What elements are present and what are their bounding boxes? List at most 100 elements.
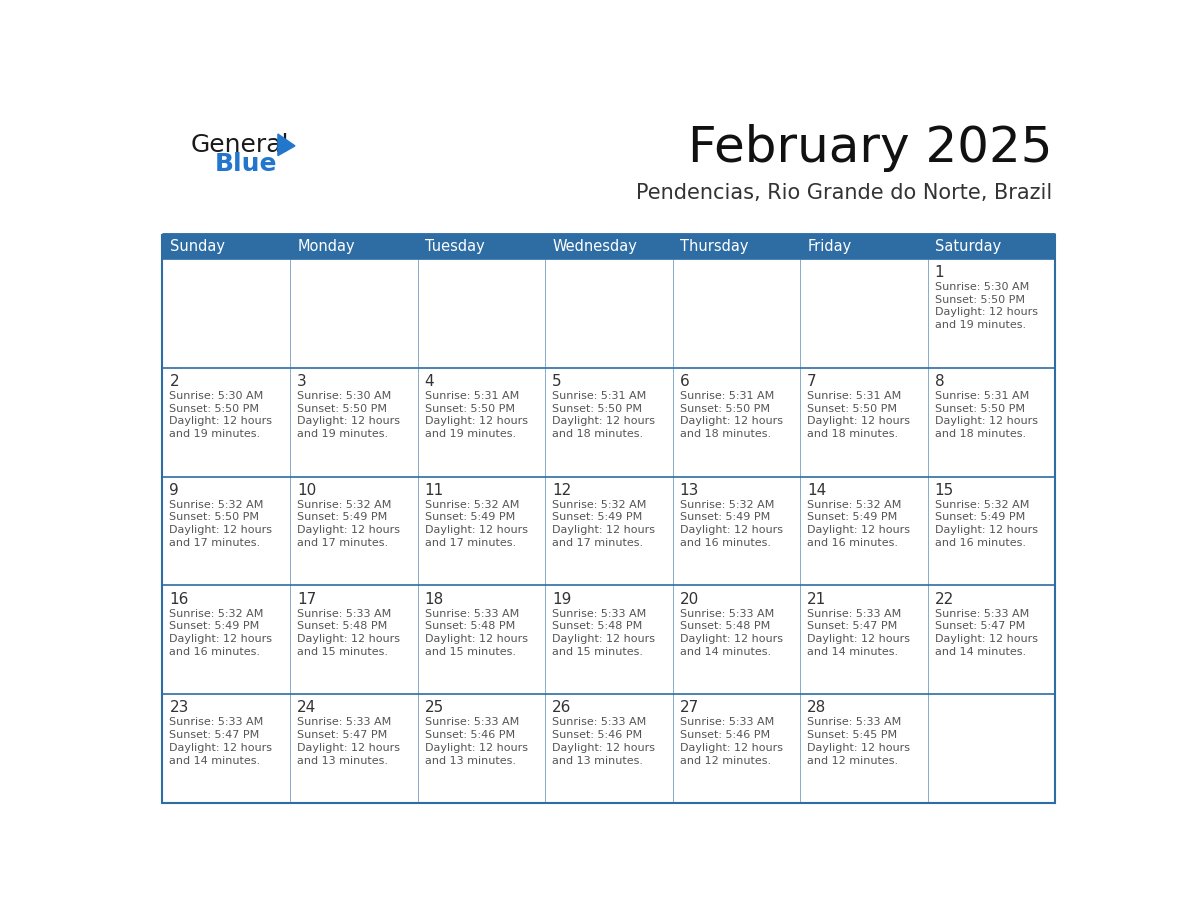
Bar xyxy=(290,586,417,694)
Text: Sunrise: 5:31 AM
Sunset: 5:50 PM
Daylight: 12 hours
and 18 minutes.: Sunrise: 5:31 AM Sunset: 5:50 PM Dayligh… xyxy=(935,391,1037,439)
Bar xyxy=(290,235,417,259)
Text: Sunrise: 5:30 AM
Sunset: 5:50 PM
Daylight: 12 hours
and 19 minutes.: Sunrise: 5:30 AM Sunset: 5:50 PM Dayligh… xyxy=(935,282,1037,330)
Text: 5: 5 xyxy=(552,374,562,389)
Text: 22: 22 xyxy=(935,591,954,607)
Text: 20: 20 xyxy=(680,591,699,607)
Text: Sunrise: 5:33 AM
Sunset: 5:48 PM
Daylight: 12 hours
and 15 minutes.: Sunrise: 5:33 AM Sunset: 5:48 PM Dayligh… xyxy=(424,609,527,657)
Text: Thursday: Thursday xyxy=(681,240,748,254)
Text: 17: 17 xyxy=(297,591,316,607)
Bar xyxy=(545,367,672,476)
Text: 15: 15 xyxy=(935,483,954,498)
Bar xyxy=(672,694,801,803)
Bar xyxy=(801,476,928,586)
Text: 16: 16 xyxy=(170,591,189,607)
Text: 23: 23 xyxy=(170,700,189,715)
Bar xyxy=(801,586,928,694)
Text: Sunrise: 5:30 AM
Sunset: 5:50 PM
Daylight: 12 hours
and 19 minutes.: Sunrise: 5:30 AM Sunset: 5:50 PM Dayligh… xyxy=(297,391,400,439)
Bar xyxy=(928,586,1055,694)
Text: Sunrise: 5:32 AM
Sunset: 5:49 PM
Daylight: 12 hours
and 16 minutes.: Sunrise: 5:32 AM Sunset: 5:49 PM Dayligh… xyxy=(935,499,1037,548)
Text: Sunrise: 5:31 AM
Sunset: 5:50 PM
Daylight: 12 hours
and 18 minutes.: Sunrise: 5:31 AM Sunset: 5:50 PM Dayligh… xyxy=(680,391,783,439)
Text: Sunrise: 5:32 AM
Sunset: 5:49 PM
Daylight: 12 hours
and 16 minutes.: Sunrise: 5:32 AM Sunset: 5:49 PM Dayligh… xyxy=(680,499,783,548)
Bar xyxy=(928,235,1055,259)
Bar xyxy=(928,476,1055,586)
Text: Friday: Friday xyxy=(808,240,852,254)
Text: 19: 19 xyxy=(552,591,571,607)
Text: Sunrise: 5:33 AM
Sunset: 5:47 PM
Daylight: 12 hours
and 13 minutes.: Sunrise: 5:33 AM Sunset: 5:47 PM Dayligh… xyxy=(297,717,400,766)
Text: 12: 12 xyxy=(552,483,571,498)
Polygon shape xyxy=(278,134,295,155)
Text: Sunrise: 5:33 AM
Sunset: 5:48 PM
Daylight: 12 hours
and 14 minutes.: Sunrise: 5:33 AM Sunset: 5:48 PM Dayligh… xyxy=(680,609,783,657)
Bar xyxy=(417,586,545,694)
Bar xyxy=(417,259,545,367)
Text: Sunday: Sunday xyxy=(170,240,226,254)
Text: Sunrise: 5:31 AM
Sunset: 5:50 PM
Daylight: 12 hours
and 19 minutes.: Sunrise: 5:31 AM Sunset: 5:50 PM Dayligh… xyxy=(424,391,527,439)
Bar xyxy=(163,476,290,586)
Text: 11: 11 xyxy=(424,483,444,498)
Text: Sunrise: 5:33 AM
Sunset: 5:46 PM
Daylight: 12 hours
and 13 minutes.: Sunrise: 5:33 AM Sunset: 5:46 PM Dayligh… xyxy=(552,717,655,766)
Text: Sunrise: 5:33 AM
Sunset: 5:45 PM
Daylight: 12 hours
and 12 minutes.: Sunrise: 5:33 AM Sunset: 5:45 PM Dayligh… xyxy=(807,717,910,766)
Text: Sunrise: 5:30 AM
Sunset: 5:50 PM
Daylight: 12 hours
and 19 minutes.: Sunrise: 5:30 AM Sunset: 5:50 PM Dayligh… xyxy=(170,391,272,439)
Bar xyxy=(672,476,801,586)
Text: Blue: Blue xyxy=(214,151,277,175)
Bar xyxy=(928,259,1055,367)
Text: Sunrise: 5:32 AM
Sunset: 5:49 PM
Daylight: 12 hours
and 16 minutes.: Sunrise: 5:32 AM Sunset: 5:49 PM Dayligh… xyxy=(170,609,272,657)
Bar xyxy=(928,694,1055,803)
Text: 10: 10 xyxy=(297,483,316,498)
Bar xyxy=(672,367,801,476)
Bar xyxy=(545,694,672,803)
Text: February 2025: February 2025 xyxy=(688,124,1053,172)
Bar xyxy=(545,476,672,586)
Bar xyxy=(163,694,290,803)
Text: Sunrise: 5:31 AM
Sunset: 5:50 PM
Daylight: 12 hours
and 18 minutes.: Sunrise: 5:31 AM Sunset: 5:50 PM Dayligh… xyxy=(807,391,910,439)
Text: 27: 27 xyxy=(680,700,699,715)
Text: Sunrise: 5:31 AM
Sunset: 5:50 PM
Daylight: 12 hours
and 18 minutes.: Sunrise: 5:31 AM Sunset: 5:50 PM Dayligh… xyxy=(552,391,655,439)
Text: 24: 24 xyxy=(297,700,316,715)
Text: Sunrise: 5:32 AM
Sunset: 5:50 PM
Daylight: 12 hours
and 17 minutes.: Sunrise: 5:32 AM Sunset: 5:50 PM Dayligh… xyxy=(170,499,272,548)
Text: Tuesday: Tuesday xyxy=(425,240,485,254)
Bar xyxy=(417,694,545,803)
Text: Sunrise: 5:32 AM
Sunset: 5:49 PM
Daylight: 12 hours
and 17 minutes.: Sunrise: 5:32 AM Sunset: 5:49 PM Dayligh… xyxy=(552,499,655,548)
Bar xyxy=(801,235,928,259)
Text: Sunrise: 5:33 AM
Sunset: 5:48 PM
Daylight: 12 hours
and 15 minutes.: Sunrise: 5:33 AM Sunset: 5:48 PM Dayligh… xyxy=(552,609,655,657)
Text: Sunrise: 5:32 AM
Sunset: 5:49 PM
Daylight: 12 hours
and 17 minutes.: Sunrise: 5:32 AM Sunset: 5:49 PM Dayligh… xyxy=(424,499,527,548)
Bar xyxy=(163,586,290,694)
Text: Sunrise: 5:33 AM
Sunset: 5:47 PM
Daylight: 12 hours
and 14 minutes.: Sunrise: 5:33 AM Sunset: 5:47 PM Dayligh… xyxy=(170,717,272,766)
Text: Wednesday: Wednesday xyxy=(552,240,638,254)
Bar xyxy=(801,259,928,367)
Text: Sunrise: 5:33 AM
Sunset: 5:48 PM
Daylight: 12 hours
and 15 minutes.: Sunrise: 5:33 AM Sunset: 5:48 PM Dayligh… xyxy=(297,609,400,657)
Text: 26: 26 xyxy=(552,700,571,715)
Bar xyxy=(290,367,417,476)
Bar xyxy=(672,235,801,259)
Bar xyxy=(163,259,290,367)
Bar xyxy=(928,367,1055,476)
Text: 1: 1 xyxy=(935,265,944,280)
Text: General: General xyxy=(191,133,290,157)
Text: 28: 28 xyxy=(807,700,827,715)
Bar xyxy=(672,259,801,367)
Text: 7: 7 xyxy=(807,374,817,389)
Text: 8: 8 xyxy=(935,374,944,389)
Text: Monday: Monday xyxy=(298,240,355,254)
Text: Sunrise: 5:32 AM
Sunset: 5:49 PM
Daylight: 12 hours
and 16 minutes.: Sunrise: 5:32 AM Sunset: 5:49 PM Dayligh… xyxy=(807,499,910,548)
Bar xyxy=(417,367,545,476)
Text: Sunrise: 5:33 AM
Sunset: 5:47 PM
Daylight: 12 hours
and 14 minutes.: Sunrise: 5:33 AM Sunset: 5:47 PM Dayligh… xyxy=(935,609,1037,657)
Bar xyxy=(801,694,928,803)
Bar xyxy=(801,367,928,476)
Bar xyxy=(545,586,672,694)
Bar xyxy=(163,367,290,476)
Text: 13: 13 xyxy=(680,483,699,498)
Text: Sunrise: 5:33 AM
Sunset: 5:47 PM
Daylight: 12 hours
and 14 minutes.: Sunrise: 5:33 AM Sunset: 5:47 PM Dayligh… xyxy=(807,609,910,657)
Text: Pendencias, Rio Grande do Norte, Brazil: Pendencias, Rio Grande do Norte, Brazil xyxy=(636,184,1053,203)
Text: 4: 4 xyxy=(424,374,434,389)
Text: 18: 18 xyxy=(424,591,444,607)
Bar xyxy=(417,235,545,259)
Text: Saturday: Saturday xyxy=(935,240,1001,254)
Text: 2: 2 xyxy=(170,374,179,389)
Bar xyxy=(163,235,290,259)
Text: 9: 9 xyxy=(170,483,179,498)
Text: 21: 21 xyxy=(807,591,827,607)
Text: Sunrise: 5:33 AM
Sunset: 5:46 PM
Daylight: 12 hours
and 12 minutes.: Sunrise: 5:33 AM Sunset: 5:46 PM Dayligh… xyxy=(680,717,783,766)
Text: Sunrise: 5:32 AM
Sunset: 5:49 PM
Daylight: 12 hours
and 17 minutes.: Sunrise: 5:32 AM Sunset: 5:49 PM Dayligh… xyxy=(297,499,400,548)
Bar xyxy=(417,476,545,586)
Text: 14: 14 xyxy=(807,483,827,498)
